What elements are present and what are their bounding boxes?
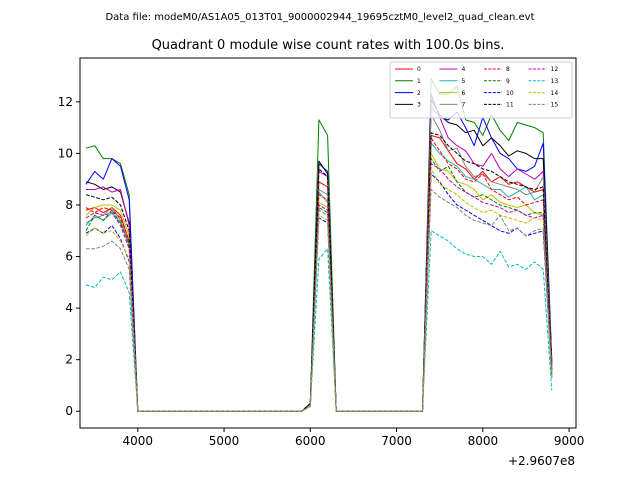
series-lines xyxy=(85,78,553,412)
y-tick-label: 10 xyxy=(58,146,73,160)
legend-label: 15 xyxy=(551,102,559,109)
legend-label: 5 xyxy=(462,78,466,85)
axis-ticks: 4000 5000 6000 7000 8000 9000 0 2 4 6 8 10 12 xyxy=(58,95,585,448)
y-tick-label: 4 xyxy=(65,301,73,315)
y-tick-label: 0 xyxy=(65,404,73,418)
legend-label: 0 xyxy=(417,66,421,73)
x-tick-label: 5000 xyxy=(209,434,240,448)
y-tick-label: 6 xyxy=(65,250,73,264)
legend-label: 9 xyxy=(506,78,510,85)
legend-label: 11 xyxy=(506,102,514,109)
y-tick-label: 8 xyxy=(65,198,73,212)
x-tick-label: 8000 xyxy=(468,434,499,448)
series-line-13 xyxy=(85,230,553,412)
x-tick-label: 9000 xyxy=(554,434,585,448)
y-tick-label: 2 xyxy=(65,353,73,367)
legend-label: 1 xyxy=(417,78,421,85)
series-line-15 xyxy=(86,189,553,412)
y-tick-label: 12 xyxy=(58,95,73,109)
legend-label: 3 xyxy=(417,102,421,109)
series-line-2 xyxy=(85,93,553,412)
legend-label: 8 xyxy=(506,66,510,73)
series-line-1 xyxy=(85,78,553,412)
legend-label: 6 xyxy=(462,90,466,97)
x-tick-label: 4000 xyxy=(123,434,154,448)
legend-label: 10 xyxy=(506,90,514,97)
legend-label: 2 xyxy=(417,90,421,97)
legend-frame xyxy=(389,61,573,119)
axes-frame xyxy=(79,57,577,429)
x-offset-label: +2.9607e8 xyxy=(508,454,575,468)
legend-label: 7 xyxy=(462,102,466,109)
suptitle: Data file: modeM0/AS1A05_013T01_90000029… xyxy=(105,12,534,23)
series-line-3 xyxy=(85,98,553,412)
x-tick-label: 7000 xyxy=(381,434,412,448)
chart-title: Quadrant 0 module wise count rates with … xyxy=(152,38,505,53)
x-tick-label: 6000 xyxy=(295,434,326,448)
legend-label: 4 xyxy=(462,66,466,73)
legend-label: 13 xyxy=(551,78,559,85)
legend-label: 14 xyxy=(551,90,559,97)
legend-label: 12 xyxy=(551,66,559,73)
